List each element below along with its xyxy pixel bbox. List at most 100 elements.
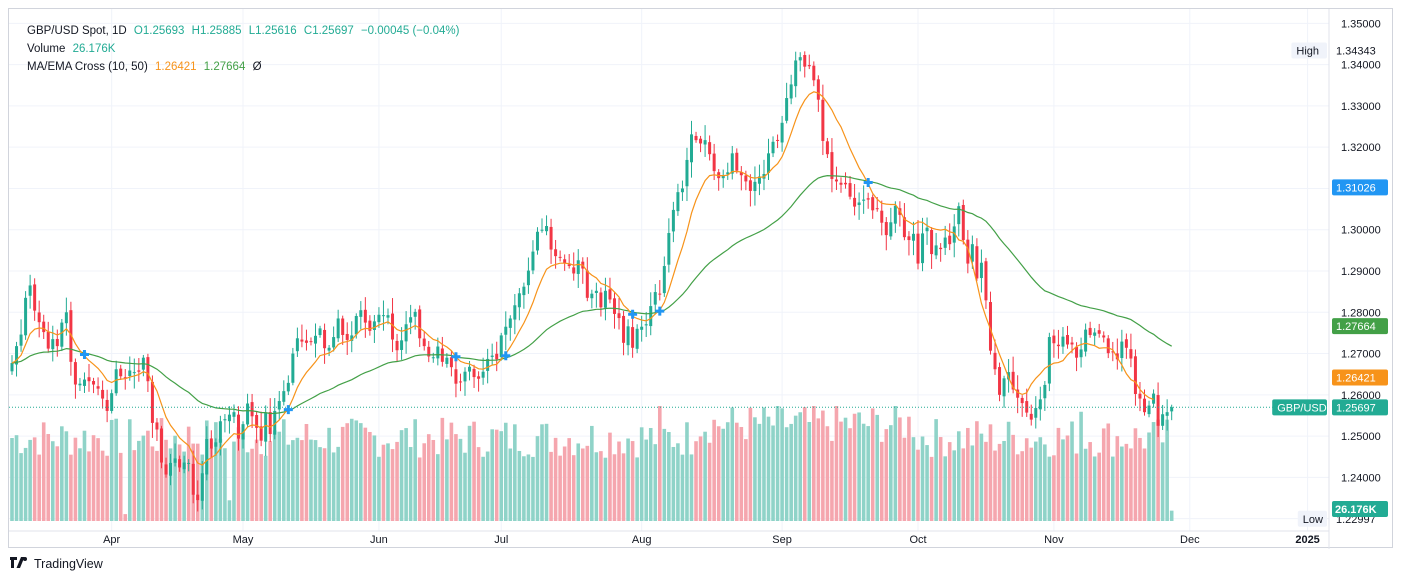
volume-bar	[309, 439, 313, 521]
volume-bar	[952, 450, 957, 521]
candle-body	[508, 318, 512, 328]
volume-bar	[368, 431, 372, 521]
volume-bar	[458, 438, 463, 521]
cross-marker-icon	[283, 405, 293, 415]
time-tick-label: Jun	[370, 534, 388, 546]
volume-bar	[762, 407, 766, 521]
volume-bar	[689, 454, 694, 521]
candle-body	[640, 326, 644, 330]
volume-bar	[431, 439, 436, 521]
volume-bar	[716, 426, 721, 521]
candle-body	[51, 339, 55, 350]
candle-body	[889, 222, 893, 237]
candle-body	[1165, 412, 1169, 416]
volume-bar	[870, 408, 875, 521]
volume-bar	[349, 418, 354, 521]
candle-body	[114, 369, 118, 394]
legend-symbol[interactable]: GBP/USD Spot, 1D	[27, 25, 127, 37]
volume-bar	[218, 438, 223, 521]
candle-body	[468, 366, 472, 372]
volume-bar	[766, 416, 771, 521]
volume-bar	[177, 444, 182, 521]
candle-body	[291, 353, 295, 383]
volume-bar	[775, 406, 780, 521]
volume-bar	[644, 439, 648, 521]
volume-bar	[508, 448, 513, 521]
candle-body	[721, 175, 725, 179]
candle-body	[15, 346, 19, 365]
volume-bar	[580, 448, 585, 521]
volume-bar	[830, 440, 834, 521]
candle-body	[28, 285, 32, 296]
volume-bar	[648, 428, 653, 521]
candle-body	[341, 318, 345, 335]
volume-bar	[621, 453, 626, 521]
candle-body	[150, 381, 154, 423]
candle-body	[1170, 407, 1174, 412]
price-tick-label: 1.32000	[1341, 142, 1381, 154]
candle-body	[875, 208, 879, 210]
price-chart[interactable]: 1.350001.340001.330001.320001.310001.300…	[9, 9, 1394, 549]
legend-ma-label[interactable]: MA/EMA Cross (10, 50)	[27, 61, 148, 73]
time-tick-label: Jul	[494, 534, 508, 546]
candle-body	[33, 284, 37, 311]
volume-bar	[1138, 437, 1142, 521]
time-tick-label: Dec	[1180, 534, 1200, 546]
cross-marker-icon	[79, 349, 89, 359]
volume-bar	[558, 455, 562, 521]
candle-body	[300, 339, 304, 342]
volume-bar	[476, 447, 481, 521]
candle-body	[486, 358, 490, 371]
candle-body	[893, 205, 897, 224]
tradingview-brand[interactable]: TradingView	[10, 557, 103, 571]
time-tick-label: Apr	[103, 534, 120, 546]
volume-bar	[354, 420, 359, 521]
candle-body	[540, 229, 544, 231]
candle-body	[966, 239, 970, 264]
candle-body	[250, 402, 254, 417]
volume-bar	[594, 452, 599, 521]
candle-body	[227, 414, 231, 422]
volume-axis-label-value: 26.176K	[1335, 504, 1377, 516]
candle-body	[1102, 335, 1106, 338]
candle-body	[1138, 393, 1142, 399]
candle-body	[196, 494, 200, 501]
candle-body	[1111, 351, 1115, 353]
candle-body	[350, 335, 354, 341]
volume-bar	[241, 431, 245, 521]
volume-bar	[426, 434, 431, 521]
candle-body	[871, 197, 875, 211]
price-label-low-tag-text: Low	[1303, 514, 1323, 526]
volume-bar	[1101, 428, 1106, 521]
volume-bar	[966, 427, 970, 521]
volume-axis-label	[1332, 501, 1388, 517]
candle-body	[572, 267, 576, 274]
volume-bar	[997, 443, 1002, 521]
volume-bar	[214, 422, 218, 521]
candle-body	[264, 413, 268, 442]
candle-body	[445, 357, 449, 364]
volume-bar	[916, 449, 920, 521]
candle-body	[1029, 413, 1033, 420]
price-label-fast-ma-value: 1.26421	[1336, 372, 1376, 384]
volume-bar	[78, 448, 82, 521]
volume-bar	[988, 424, 993, 521]
candle-body	[92, 381, 96, 385]
volume-bar	[721, 428, 726, 521]
candle-body	[336, 318, 340, 339]
candle-body	[957, 206, 961, 225]
candle-body	[848, 183, 852, 197]
volume-bar	[37, 454, 41, 521]
candle-body	[961, 204, 965, 241]
candle-body	[1143, 398, 1146, 413]
candle-body	[490, 355, 494, 357]
volume-bar	[671, 446, 676, 521]
volume-bar	[1156, 419, 1160, 521]
candle-body	[119, 368, 123, 377]
legend-volume-label[interactable]: Volume	[27, 43, 66, 55]
volume-bar	[304, 424, 309, 521]
time-tick-label: Nov	[1044, 534, 1064, 546]
candle-body	[1120, 341, 1124, 359]
volume-bar	[467, 425, 472, 521]
volume-bar	[377, 456, 381, 521]
